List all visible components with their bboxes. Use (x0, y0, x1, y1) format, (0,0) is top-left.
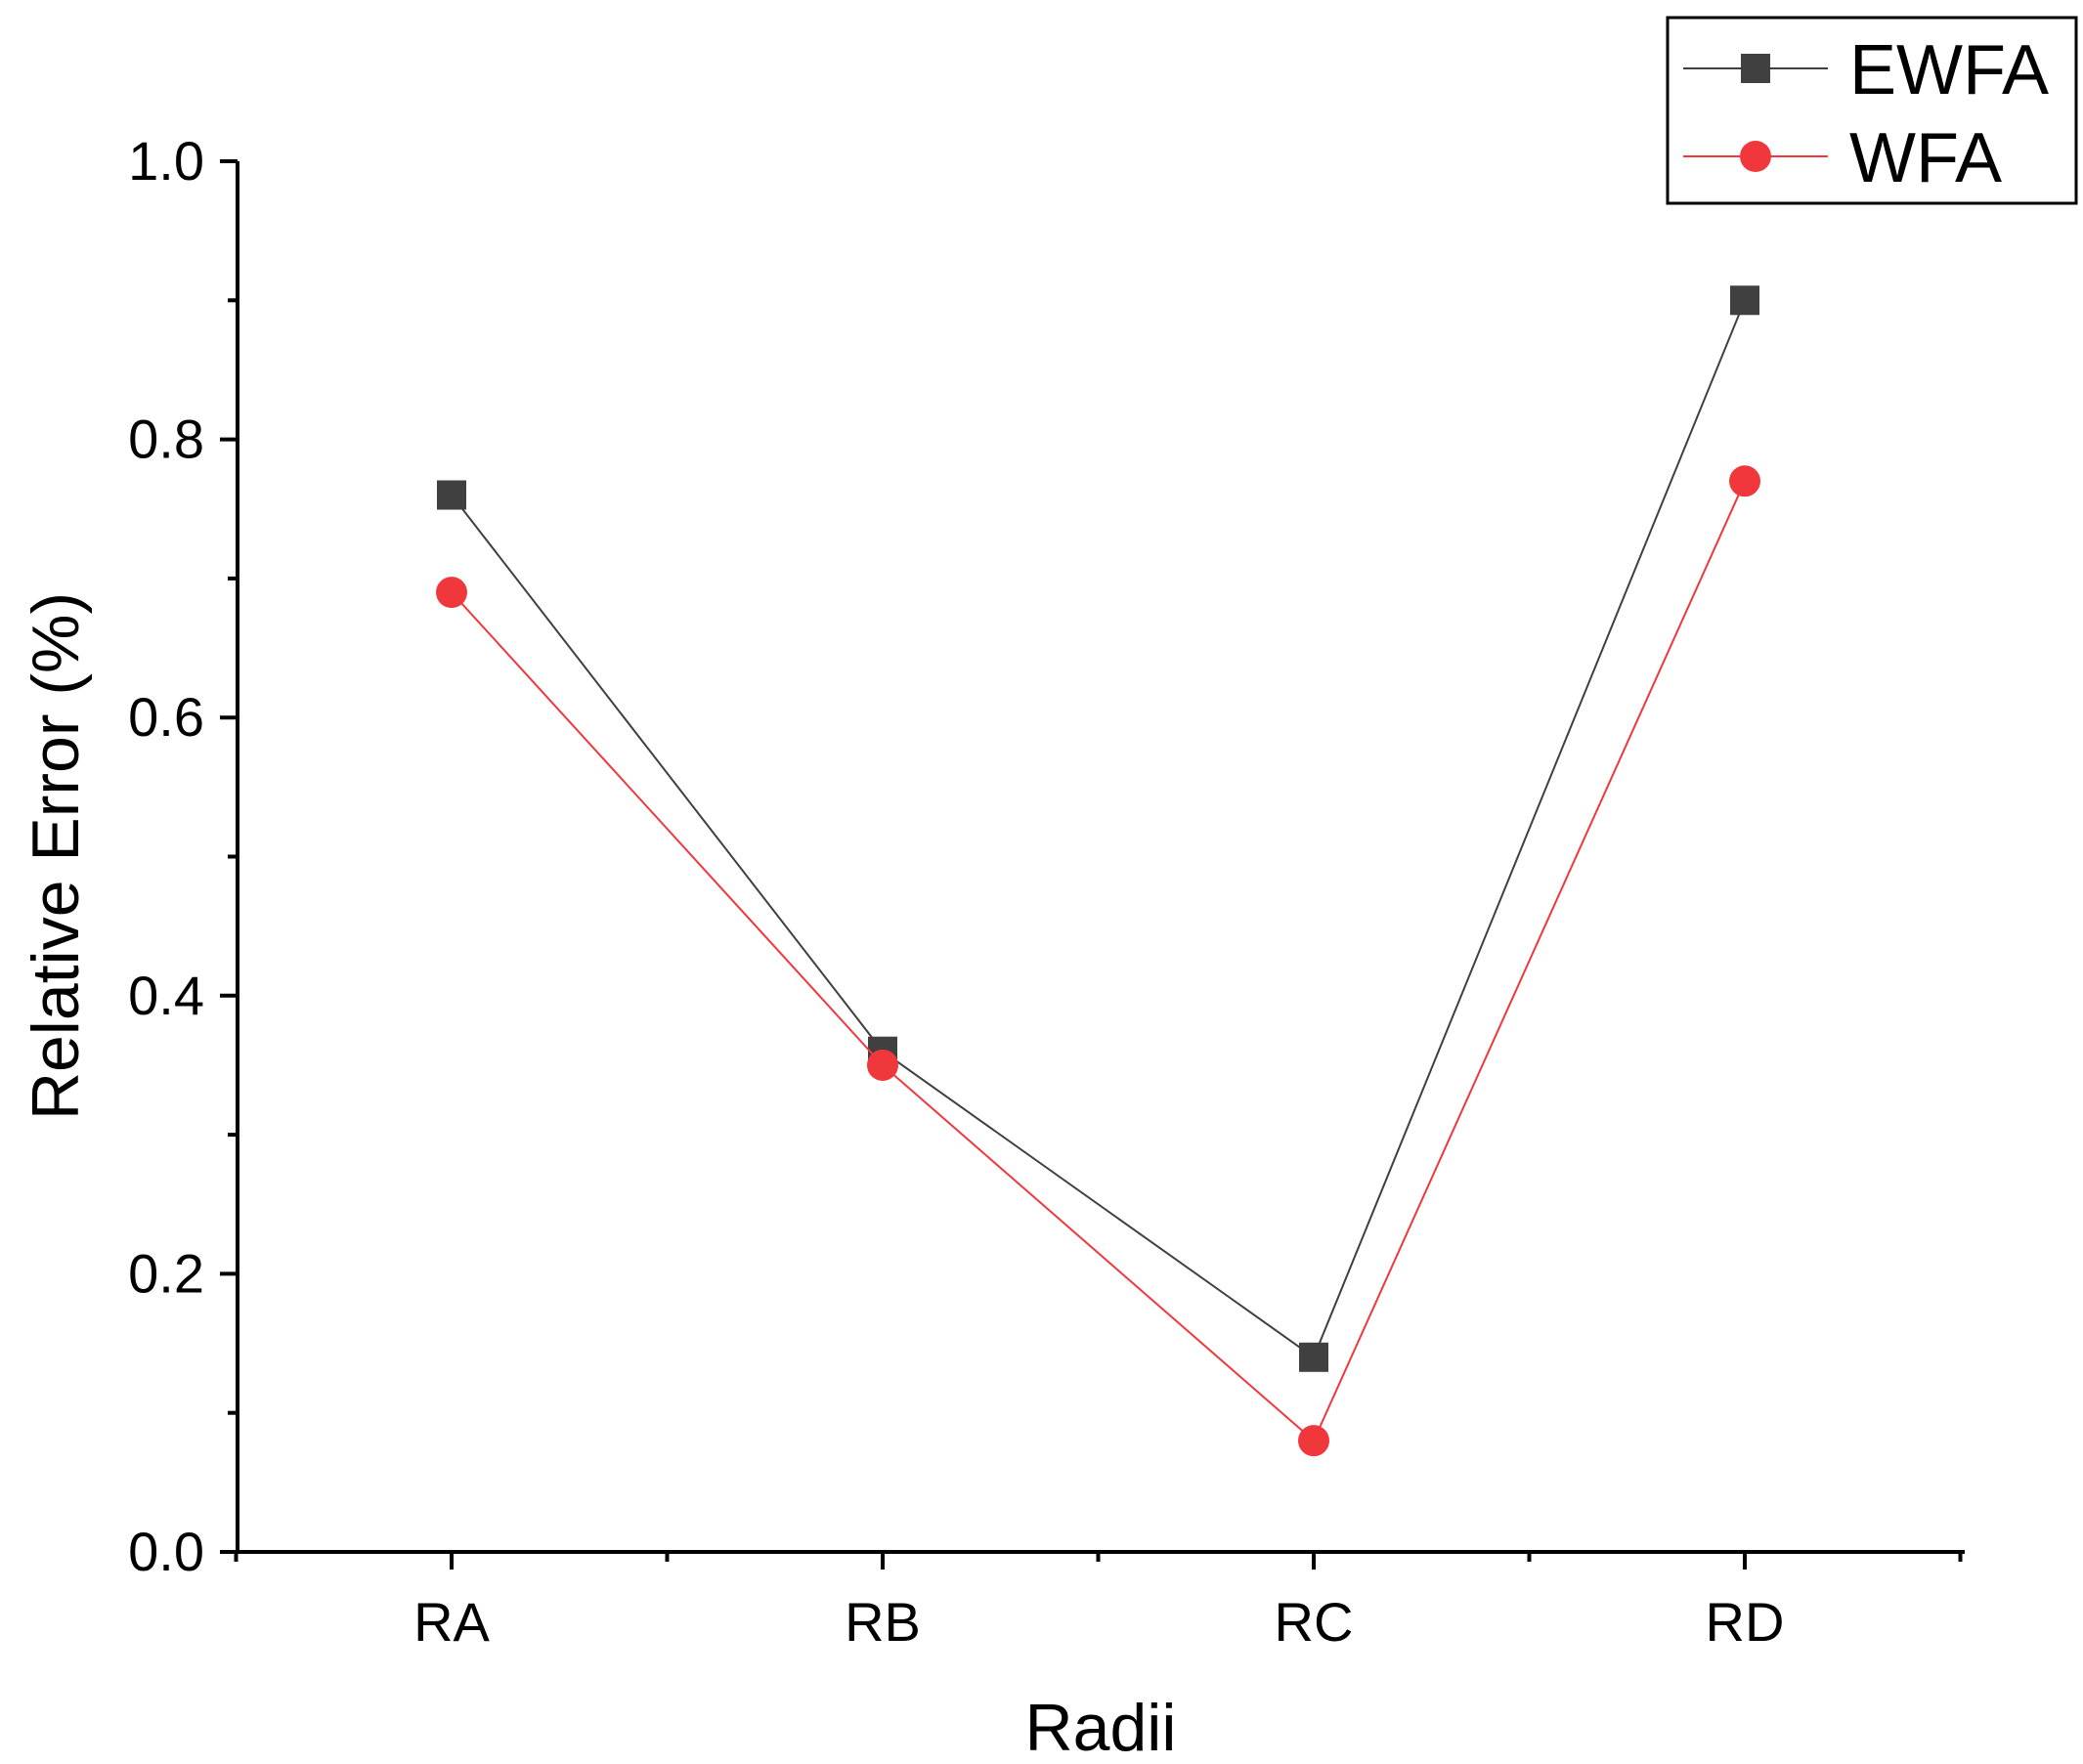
data-point (1730, 285, 1759, 316)
data-point (867, 1049, 898, 1081)
legend-item: EWFA (1683, 31, 2049, 109)
x-tick-label: RC (1275, 1591, 1354, 1653)
x-ticks: RA RB RC RD (234, 1552, 1963, 1653)
data-point (1298, 1425, 1329, 1457)
axes (236, 161, 1965, 1554)
series-ewfa (437, 285, 1759, 1372)
y-axis-title: Relative Error (%) (19, 592, 93, 1120)
y-ticks: 0.0 0.2 0.4 0.6 0.8 1.0 (128, 130, 238, 1582)
y-tick-label: 0.4 (128, 965, 204, 1026)
series-line (451, 299, 1746, 1359)
y-tick-label: 0.6 (128, 686, 204, 748)
legend-item: WFA (1683, 119, 2002, 197)
y-tick-label: 0.2 (128, 1242, 204, 1304)
legend-marker (1741, 54, 1770, 83)
y-tick-label: 0.8 (128, 409, 204, 470)
legend-label: WFA (1849, 119, 2002, 197)
legend-items: EWFA WFA (1683, 31, 2049, 197)
x-tick-label: RD (1706, 1591, 1785, 1653)
x-axis-title: Radii (1025, 1691, 1177, 1759)
series-wfa (436, 465, 1760, 1457)
data-point (437, 480, 466, 510)
y-tick-label: 1.0 (128, 130, 204, 192)
data-point (1299, 1342, 1328, 1372)
legend: EWFA WFA (1666, 16, 2078, 205)
series-line (451, 480, 1746, 1442)
x-tick-label: RA (413, 1591, 490, 1653)
x-tick-label: RB (845, 1591, 921, 1653)
data-point (1729, 465, 1760, 497)
legend-marker (1740, 141, 1771, 172)
data-point (436, 577, 467, 609)
y-tick-label: 0.0 (128, 1521, 204, 1582)
legend-box (1666, 16, 2078, 205)
legend-label: EWFA (1849, 31, 2049, 109)
series (436, 285, 1760, 1457)
